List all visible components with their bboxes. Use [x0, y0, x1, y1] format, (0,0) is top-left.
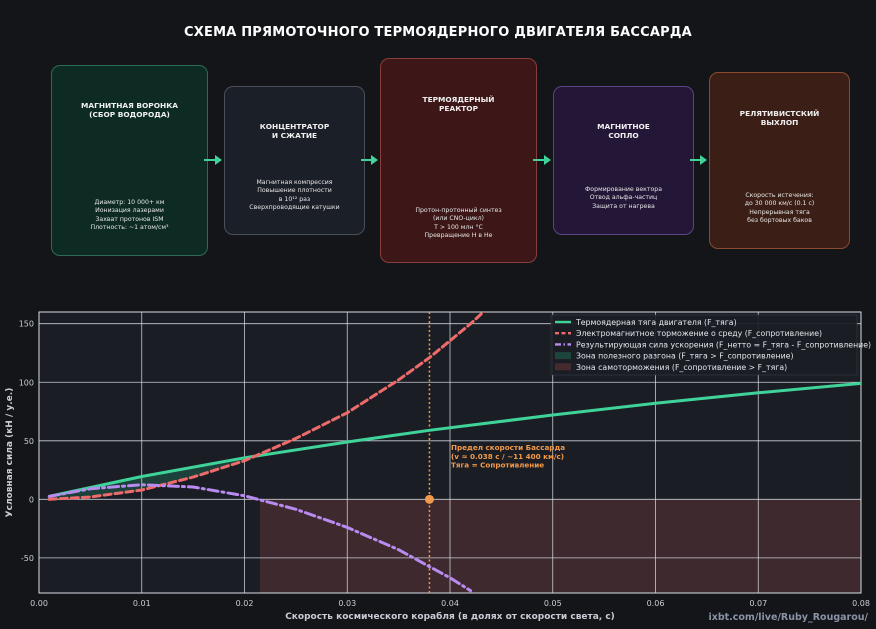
- zone-self-braking: [259, 499, 862, 593]
- stage-card-3: ТЕРМОЯДЕРНЫЙ РЕАКТОР Протон-протонный син…: [380, 58, 537, 263]
- x-tick-label: 0.05: [544, 599, 562, 608]
- legend-label: Термоядерная тяга двигателя (F_тяга): [575, 318, 737, 327]
- x-tick-label: 0.07: [749, 599, 767, 608]
- stage-card-1: МАГНИТНАЯ ВОРОНКА (СБОР ВОДОРОДА) Диаметр…: [51, 65, 208, 256]
- stage-title: МАГНИТНОЕ СОПЛО: [597, 122, 650, 140]
- force-chart: 0.00 0.01 0.02 0.03 0.04 0.05 0.06 0.07 0.08 -50 0…: [5, 311, 871, 622]
- flow-arrow-3: [533, 155, 551, 165]
- stage-description: Магнитная компрессия Повышение плотности…: [249, 179, 340, 212]
- y-tick-label: 150: [19, 320, 34, 329]
- series-line-3: [47, 483, 473, 593]
- legend-label: Результирующая сила ускорения (F_нетто =…: [576, 340, 871, 349]
- watermark: ixbt.com/live/Ruby_Rougarou/: [708, 612, 868, 623]
- flow-arrow-4: [690, 155, 707, 165]
- flow-arrow-2: [361, 155, 378, 165]
- diagram-title: СХЕМА ПРЯМОТОЧНОГО ТЕРМОЯДЕРНОГО ДВИГАТЕ…: [184, 25, 692, 40]
- stage-title: МАГНИТНАЯ ВОРОНКА (СБОР ВОДОРОДА): [81, 101, 178, 119]
- series-line-2: [47, 312, 486, 501]
- legend-label: Зона полезного разгона (F_тяга > F_сопро…: [576, 352, 794, 361]
- stage-card-2: КОНЦЕНТРАТОР И СЖАТИЕ Магнитная компресси…: [224, 86, 365, 235]
- legend-swatch: [555, 363, 571, 371]
- x-tick-label: 0.06: [647, 599, 665, 608]
- x-tick-label: 0.08: [852, 599, 870, 608]
- stage-title: РЕЛЯТИВИСТСКИЙ ВЫХЛОП: [739, 109, 820, 127]
- x-tick-label: 0.01: [133, 599, 151, 608]
- y-tick-label: 0: [29, 495, 34, 504]
- x-axis-label: Скорость космического корабля (в долях о…: [285, 611, 615, 622]
- stage-description: Диаметр: 10 000+ км Ионизация лазерами З…: [90, 199, 169, 232]
- chart-legend: Термоядерная тяга двигателя (F_тяга) Элек…: [550, 314, 871, 376]
- legend-swatch: [555, 352, 571, 360]
- y-tick-label: 100: [19, 378, 34, 387]
- equilibrium-marker: [424, 494, 434, 504]
- stage-description: Формирование вектора Отвод альфа-частиц …: [584, 186, 663, 210]
- plot-border: [38, 311, 862, 594]
- y-tick-label: 50: [24, 437, 34, 446]
- stage-description: Скорость истечения: до 30 000 км/с (0.1 …: [744, 192, 815, 225]
- stage-card-4: МАГНИТНОЕ СОПЛО Формирование вектора Отво…: [553, 86, 694, 235]
- x-tick-label: 0.02: [236, 599, 254, 608]
- stage-title: КОНЦЕНТРАТОР И СЖАТИЕ: [259, 122, 330, 140]
- x-tick-label: 0.00: [30, 599, 48, 608]
- speed-limit-annotation: Предел скорости Бассарда (v ≈ 0.038 c / ~…: [451, 443, 565, 469]
- x-tick-label: 0.04: [441, 599, 459, 608]
- legend-box: [550, 314, 858, 376]
- series-group: [47, 312, 861, 593]
- y-tick-label: -50: [21, 554, 34, 563]
- y-axis-label: Условная сила (кН / у.е.): [5, 388, 15, 518]
- flow-arrow-1: [204, 155, 222, 165]
- x-tick-label: 0.03: [338, 599, 356, 608]
- legend-label: Электромагнитное торможение о среду (F_с…: [576, 329, 822, 338]
- stage-title: ТЕРМОЯДЕРНЫЙ РЕАКТОР: [422, 95, 495, 113]
- legend-label: Зона самоторможения (F_сопротивление > F…: [576, 363, 787, 372]
- stage-description: Протон-протонный синтез (или CNO-цикл) T…: [415, 207, 502, 240]
- stage-card-5: РЕЛЯТИВИСТСКИЙ ВЫХЛОП Скорость истечения:…: [709, 72, 850, 249]
- series-line-1: [47, 381, 861, 498]
